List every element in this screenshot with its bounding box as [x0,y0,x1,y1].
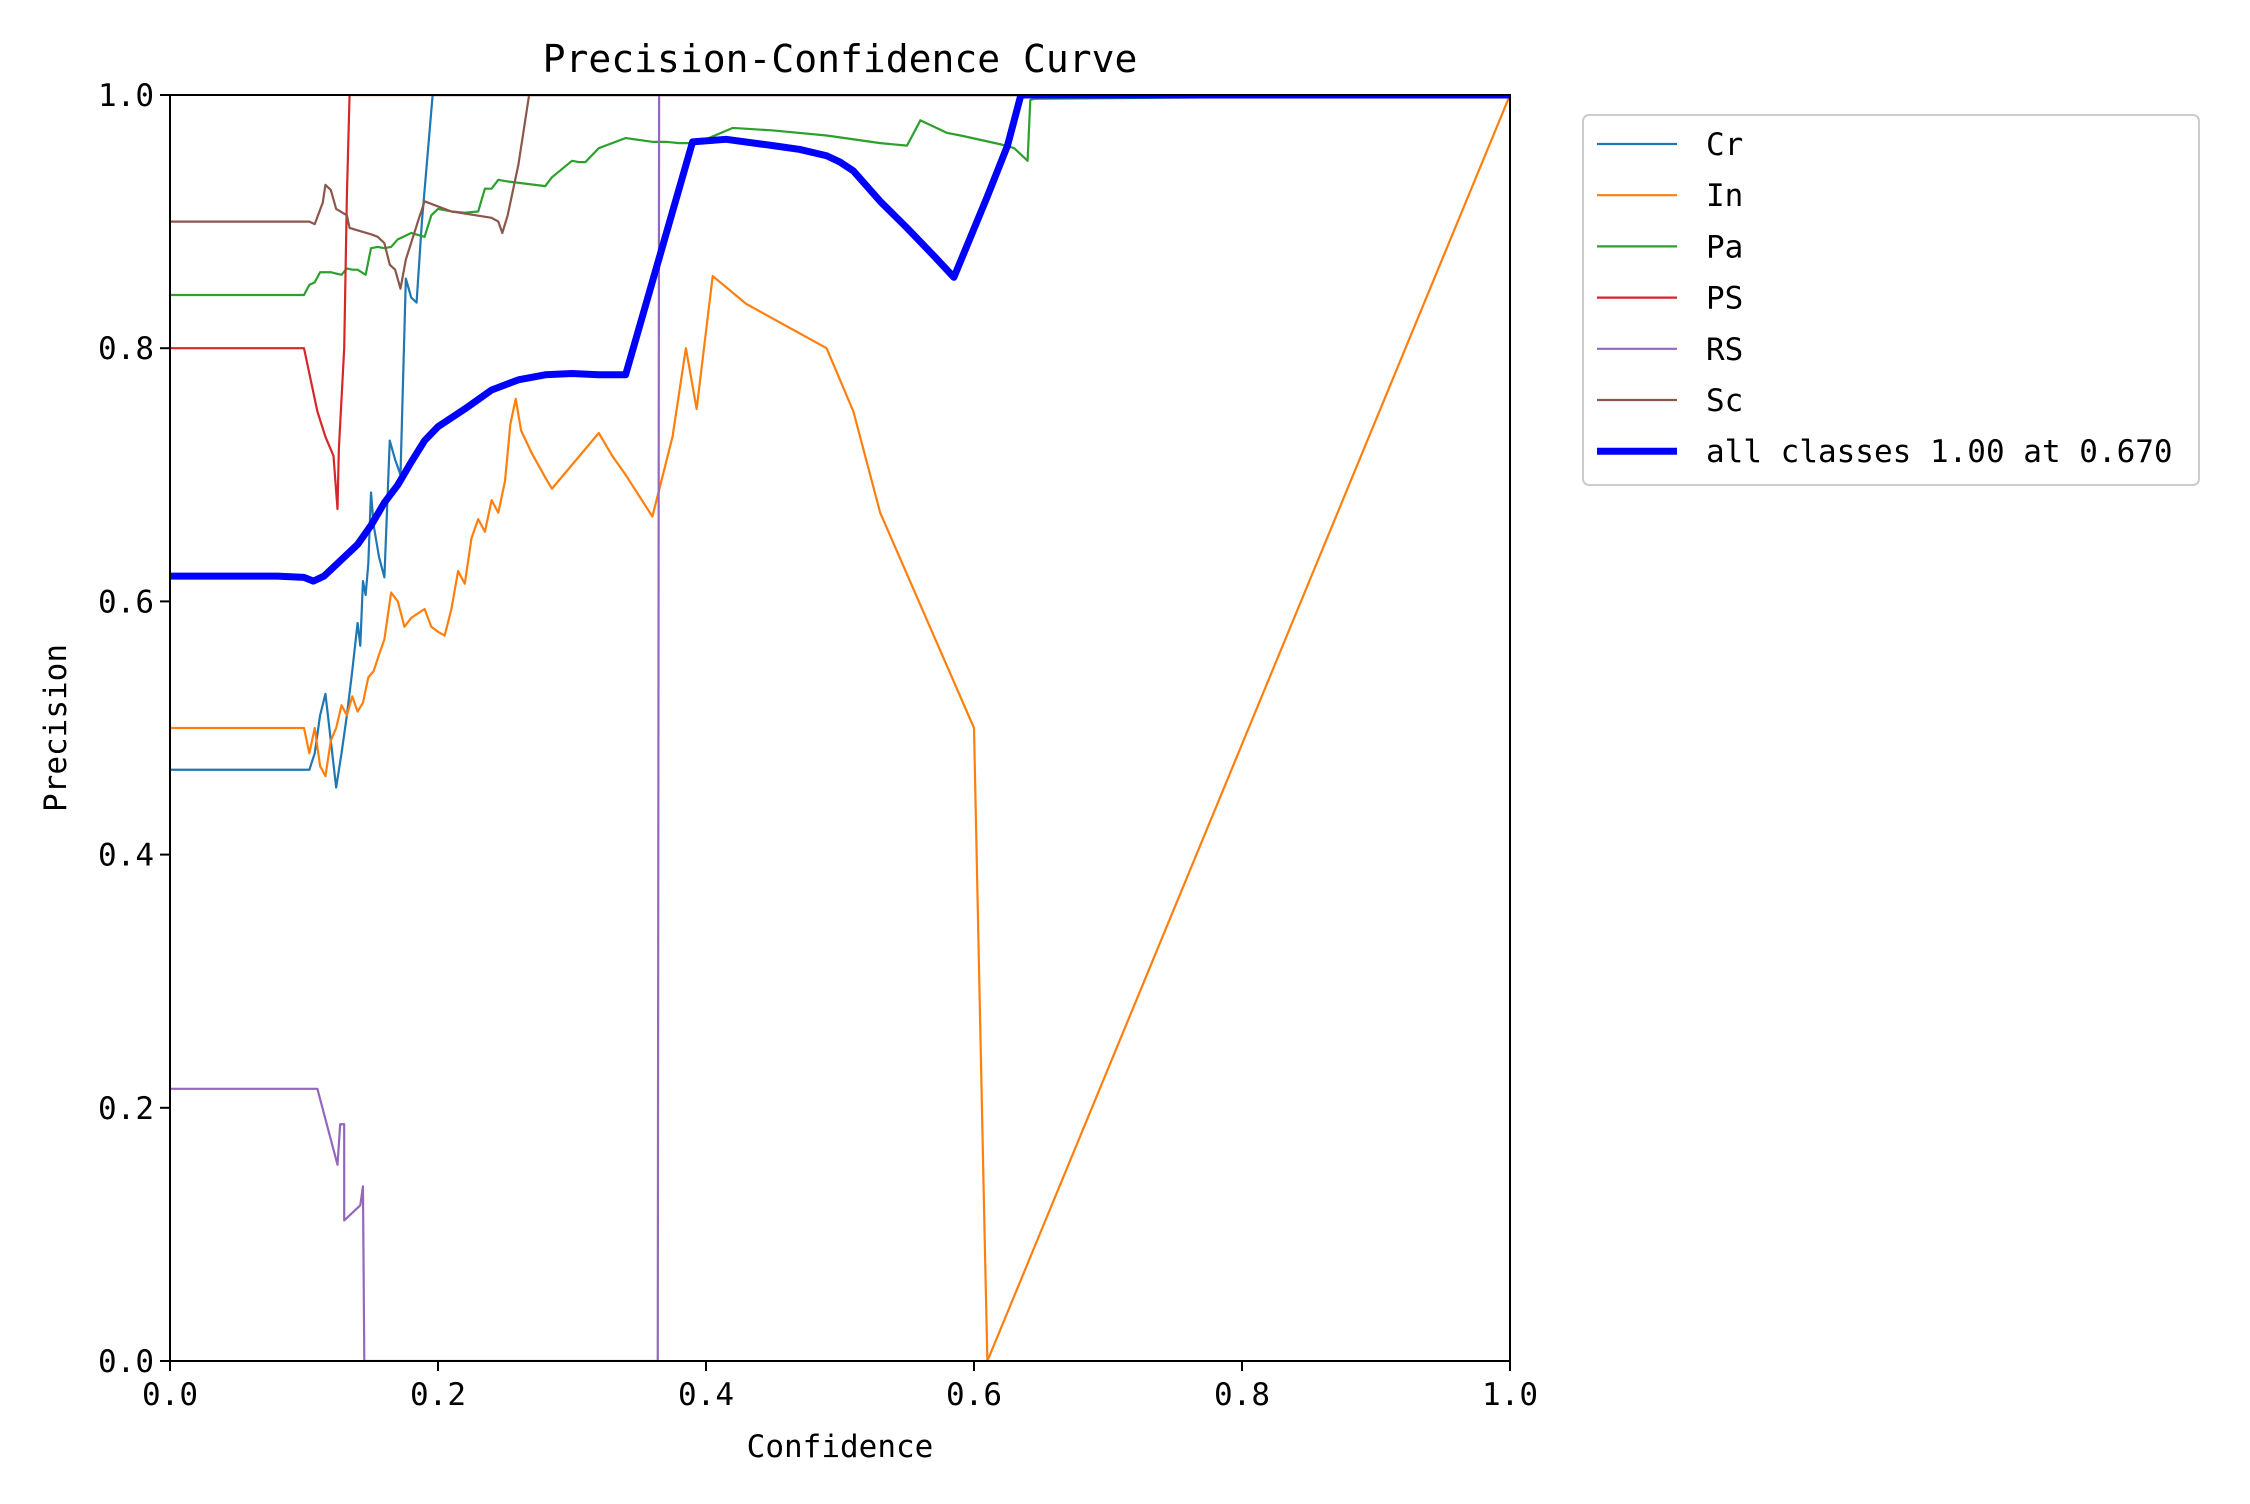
x-tick-label: 0.0 [142,1377,198,1413]
legend-label: PS [1706,281,1743,317]
series-line-sc [170,95,1510,290]
legend-label: all classes 1.00 at 0.670 [1706,434,2173,470]
x-tick-label: 0.8 [1214,1377,1270,1413]
legend-label: RS [1706,332,1743,368]
legend-label: Cr [1706,127,1743,163]
series-line-rs [170,95,1510,1361]
series-line-in [170,95,1510,1361]
chart-title: Precision-Confidence Curve [543,37,1138,81]
y-tick-label: 1.0 [98,78,154,114]
x-tick-label: 0.2 [410,1377,466,1413]
legend-label: In [1706,178,1743,214]
x-axis-label: Confidence [747,1429,934,1465]
y-tick-label: 0.4 [98,838,154,874]
y-tick-label: 0.8 [98,331,154,367]
series-line-pa [170,95,1510,297]
legend-label: Pa [1706,229,1743,265]
plot-frame [169,94,1511,1362]
legend-label: Sc [1706,383,1743,419]
x-tick-label: 0.4 [678,1377,734,1413]
series-line-all [170,95,1510,585]
series-line-cr [170,95,1510,789]
y-axis-label: Precision [38,644,74,812]
series-layer [170,95,1510,1361]
x-axis-ticks: 0.0 0.2 0.4 0.6 0.8 1.0 [142,1361,1538,1413]
y-tick-label: 0.2 [98,1091,154,1127]
y-tick-label: 0.0 [98,1344,154,1380]
y-axis-ticks: 0.0 0.2 0.4 0.6 0.8 1.0 [98,78,170,1380]
x-tick-label: 1.0 [1482,1377,1538,1413]
legend-frame [1582,114,2200,486]
y-tick-label: 0.6 [98,584,154,620]
legend: Cr In Pa PS RS Sc all classes 1.00 at 0.670 [1582,114,2200,486]
series-line-ps [170,95,1510,511]
x-tick-label: 0.6 [946,1377,1002,1413]
